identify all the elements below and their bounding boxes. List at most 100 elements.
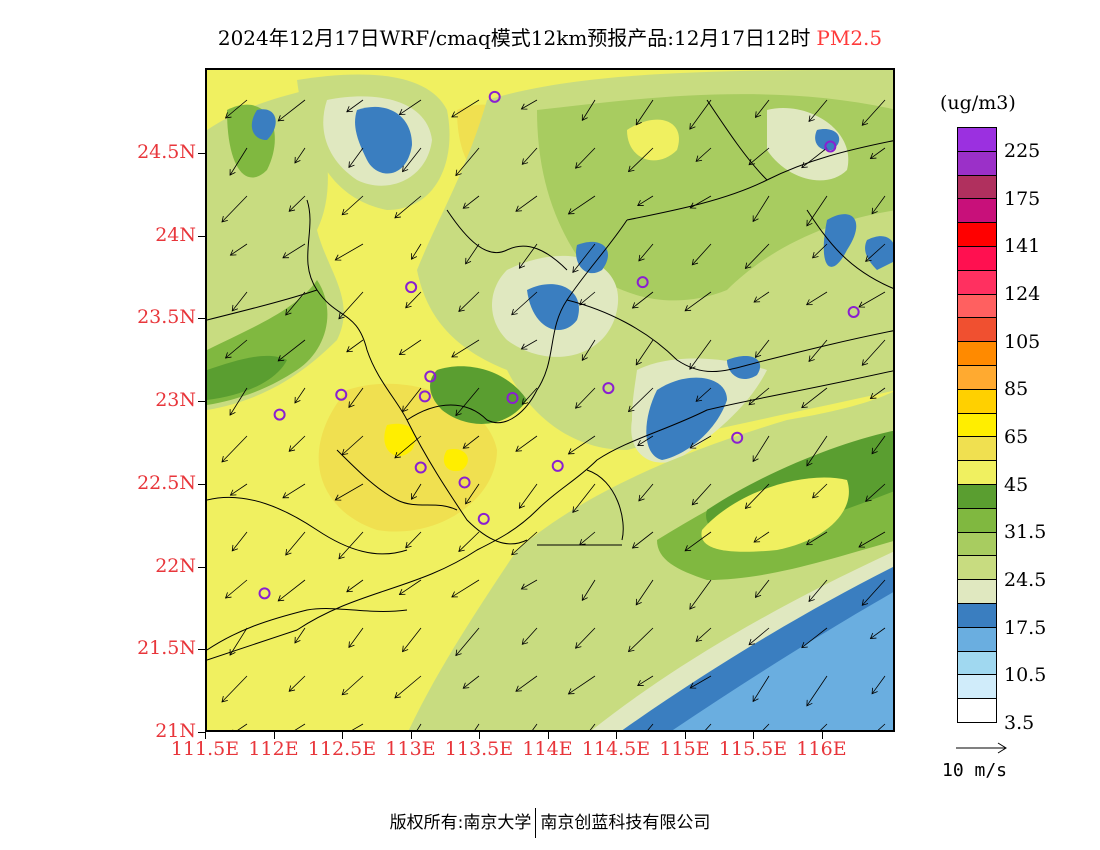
wind-arrow [394,195,422,219]
wind-arrow [806,195,828,227]
wind-arrow [647,723,654,730]
map-canvas [207,70,893,730]
wind-arrow [753,291,770,303]
colorbar-label: 65 [1004,425,1029,448]
field-10-region [727,355,761,380]
wind-arrow-head [806,219,813,227]
wind-arrow-head [465,257,472,265]
wind-arrow [861,579,886,606]
wind-arrow [755,579,770,598]
wind-arrow [628,147,654,172]
wind-arrow-head [689,442,697,449]
wind-arrow-head [402,645,409,653]
wind-arrow [231,531,248,552]
wind-arrow [285,531,306,556]
wind-arrow-head [579,539,586,546]
wind-arrow [628,627,654,652]
wind-arrow-head [334,494,342,501]
wind-arrow [579,531,596,546]
wind-arrow-head [231,304,238,312]
field-10-region [815,129,840,151]
wind-arrow-head [224,112,232,119]
wind-arrow [690,195,712,209]
wind-arrow [806,435,828,467]
colorbar-swatch [958,342,996,366]
colorbar-swatch [958,627,996,652]
wind-arrow [411,483,422,500]
wind-arrow-head [865,495,872,502]
wind-arrow-head [638,254,645,262]
wind-arrow [229,147,248,176]
colorbar-label: 24.5 [1004,568,1047,591]
longitude-tick [342,732,343,739]
wind-arrow [806,531,828,546]
wind-arrow-head [411,253,417,260]
wind-arrow [335,243,364,261]
colorbar-swatch [958,175,996,200]
wind-arrow-head [572,506,579,513]
wind-arrow-head [861,359,869,366]
wind-arrow [568,195,596,215]
wind-arrow [346,339,364,353]
wind-arrow [684,291,712,312]
longitude-label: 111.5E [170,738,240,760]
wind-arrow [511,291,538,316]
longitude-tick [410,732,412,739]
wind-arrow [755,99,770,118]
station-marker [636,276,649,289]
wind-arrow [572,483,596,513]
wind-arrow-head [224,352,232,359]
wind-arrow-head [635,118,642,126]
colorbar-swatch [958,508,996,533]
wind-arrow [474,723,480,730]
latitude-label: 21.5N [137,637,196,660]
wind-arrow [465,243,480,265]
wind-arrow-head [465,497,472,505]
wind-arrow [858,291,886,308]
wind-arrow-head [627,165,635,173]
wind-arrow [451,579,480,598]
wind-arrow-head [282,492,289,499]
field-10-region [865,236,893,270]
wind-arrow-head [515,685,522,692]
wind-arrow-head [511,548,518,556]
wind-arrow [748,147,770,166]
colorbar-label: 3.5 [1004,712,1035,734]
wind-arrow-head [575,402,582,409]
wind-arrow-head [346,586,353,593]
colorbar-swatch [958,294,996,319]
wind-arrow-head [451,111,458,118]
wind-arrow [575,627,596,649]
station-marker [551,459,564,472]
wind-arrow [294,387,306,404]
wind-arrow-head [753,536,761,543]
station-marker [273,408,286,421]
wind-arrow [521,147,538,165]
wind-arrow-head [511,308,518,316]
wind-arrow-head [684,305,692,312]
wind-arrow [221,435,248,463]
wind-arrow-head [695,155,703,162]
colorbar-label: 17.5 [1004,616,1047,639]
wind-arrow [515,675,538,692]
wind-arrow-head [752,455,759,463]
wind-arrow [402,627,422,652]
wind-arrow [285,291,306,316]
wind-arrow [521,387,538,405]
wind-arrow [684,531,712,552]
wind-arrow-head [689,363,696,370]
field-45-region [701,477,849,552]
wind-arrow [858,531,886,548]
map-title: 2024年12月17日WRF/cmaq模式12km预报产品:12月17日12时 P… [0,22,1100,51]
wind-arrow-head [805,539,813,546]
wind-arrow-head [518,262,526,269]
wind-arrow-head [637,200,644,206]
wind-arrow-head [338,552,345,560]
wind-arrow-head [288,205,296,212]
wind-arrow-head [458,305,465,312]
reference-vector-arrow [956,742,1007,754]
colorbar-label: 225 [1004,139,1041,162]
latitude-label: 24N [155,223,196,246]
wind-arrow [871,435,886,455]
admin-boundaries [207,99,893,651]
